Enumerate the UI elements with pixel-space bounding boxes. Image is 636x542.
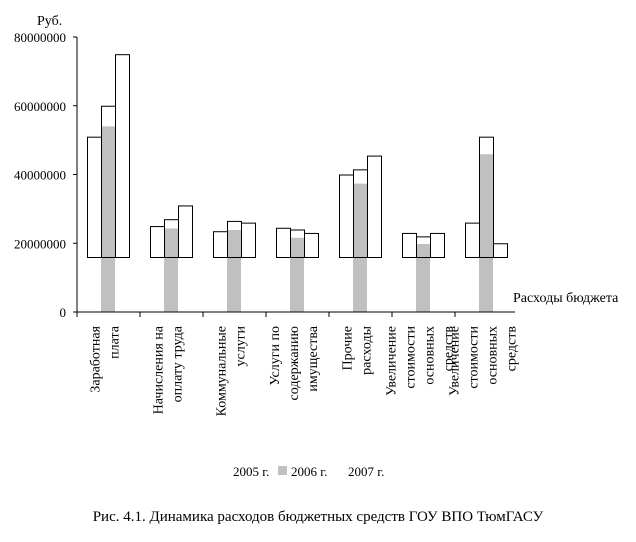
bar-2006 xyxy=(479,154,493,312)
category-label: Услуги по содержанию имущества xyxy=(268,325,321,400)
category-label-line: стоимости xyxy=(467,325,482,388)
bar-2007 xyxy=(115,54,130,258)
y-tick-label: 60000000 xyxy=(14,99,66,114)
bar-2006 xyxy=(164,228,178,312)
bar-2005 xyxy=(150,226,165,258)
x-axis-ticks xyxy=(76,312,456,317)
bar-2005 xyxy=(402,232,417,258)
legend-label: 2005 г. xyxy=(233,464,269,479)
y-axis-ticks: 0 20000000 40000000 60000000 80000000 xyxy=(14,30,77,320)
category-label-line: основных xyxy=(486,326,501,385)
bar-chart: 0 20000000 40000000 60000000 80000000 Руб. Р… xyxy=(14,14,619,479)
category-label-line: плата xyxy=(108,325,123,359)
category-label-line: Увеличение xyxy=(385,326,400,396)
category-label: Увеличение стоимости основных средств xyxy=(448,325,520,396)
category-label-line: Начисления на xyxy=(152,325,167,414)
category-label: Прочие расходы xyxy=(341,325,375,374)
category-label: Заработная плата xyxy=(89,325,123,392)
bar-2006 xyxy=(353,183,367,312)
category-label: Увеличение стоимости основных средств xyxy=(385,325,457,396)
category-label-line: средств xyxy=(505,326,520,372)
bar-2007 xyxy=(178,205,193,258)
bar-2006 xyxy=(479,136,494,258)
category-label-line: оплату труда xyxy=(171,325,186,402)
category-label-line: Услуги по xyxy=(268,326,283,386)
bar-2007 xyxy=(493,243,508,258)
category-label-line: имущества xyxy=(306,325,321,391)
category-label-line: Заработная xyxy=(89,325,104,392)
bar-2007 xyxy=(430,232,445,258)
bar-2007 xyxy=(304,232,319,258)
y-tick-label: 20000000 xyxy=(14,236,66,251)
category-label-line: расходы xyxy=(360,325,375,374)
x-axis-label: Расходы бюджета xyxy=(513,291,619,306)
y-tick-label: 40000000 xyxy=(14,168,66,183)
category-label-line: Увеличение xyxy=(448,326,463,396)
bar-2005 xyxy=(276,227,291,258)
category-label-line: стоимости xyxy=(404,325,419,388)
category-label-line: средств xyxy=(442,326,457,372)
legend-label: 2007 г. xyxy=(348,464,384,479)
bar-2007 xyxy=(367,155,382,258)
category-label-line: Прочие xyxy=(341,326,356,371)
bar-2007 xyxy=(241,222,256,258)
figure-caption: Рис. 4.1. Динамика расходов бюджетных ср… xyxy=(92,509,544,525)
bar-2006 xyxy=(227,230,241,312)
legend-swatch-2006 xyxy=(278,466,287,475)
category-label-line: Коммунальные xyxy=(215,326,230,416)
bars-layer xyxy=(87,54,508,312)
bar-2005 xyxy=(465,222,480,258)
category-label-line: основных xyxy=(423,326,438,385)
bar-2006 xyxy=(101,126,115,312)
bar-2005 xyxy=(87,136,102,258)
bar-2005 xyxy=(339,174,354,258)
category-label-line: содержанию xyxy=(287,326,302,400)
y-tick-label: 0 xyxy=(60,305,67,320)
bar-2006 xyxy=(290,237,304,312)
category-label: Коммунальные услуги xyxy=(215,325,249,416)
bar-2006 xyxy=(416,243,430,312)
category-label: Начисления на оплату труда xyxy=(152,325,186,414)
y-axis-label: Руб. xyxy=(37,14,62,29)
y-tick-label: 80000000 xyxy=(14,30,66,45)
category-labels: Заработная плата Начисления на оплату труда… xyxy=(89,325,520,416)
bar-2005 xyxy=(213,231,228,258)
category-label-line: услуги xyxy=(234,325,249,366)
legend: 2005 г. 2006 г. 2007 г. xyxy=(233,464,384,479)
legend-label: 2006 г. xyxy=(291,464,327,479)
